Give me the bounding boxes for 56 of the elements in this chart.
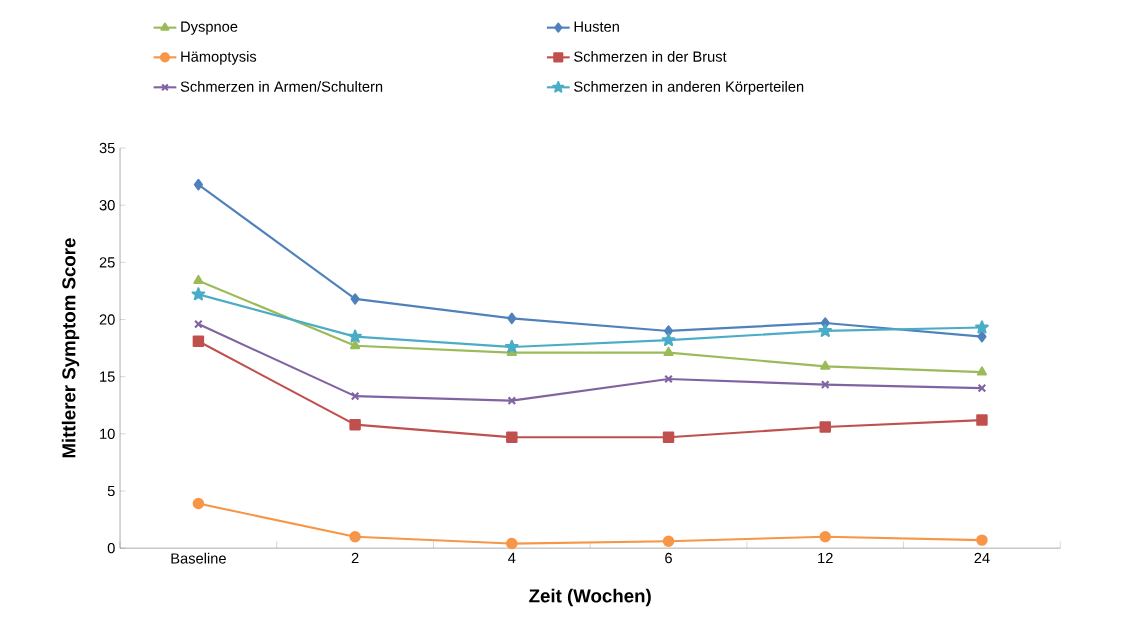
point bbox=[663, 325, 674, 337]
point bbox=[193, 179, 203, 191]
legend-label: Dyspnoe bbox=[181, 21, 238, 35]
point bbox=[350, 391, 360, 401]
point bbox=[661, 333, 676, 347]
x-tick-label: 6 bbox=[665, 553, 672, 564]
point bbox=[976, 366, 988, 376]
y-tick-label: 20 bbox=[99, 314, 115, 325]
x-tick-label: 2 bbox=[351, 553, 359, 564]
y-tick-label: 25 bbox=[99, 257, 115, 268]
point bbox=[662, 535, 675, 548]
point bbox=[192, 335, 205, 348]
point bbox=[507, 396, 517, 406]
legend-label: Schmerzen in der Brust bbox=[574, 51, 727, 63]
point bbox=[820, 380, 830, 390]
point bbox=[977, 331, 987, 343]
point bbox=[819, 421, 831, 433]
point bbox=[976, 414, 988, 427]
point bbox=[506, 538, 518, 550]
point bbox=[349, 531, 361, 543]
point bbox=[820, 360, 831, 371]
y-tick-label: 5 bbox=[107, 486, 115, 497]
point bbox=[191, 287, 206, 301]
point bbox=[664, 374, 673, 384]
legend-label: Husten bbox=[574, 21, 619, 33]
point bbox=[662, 431, 675, 444]
point bbox=[349, 340, 361, 350]
point bbox=[976, 534, 988, 547]
x-tick-label: 4 bbox=[508, 553, 516, 564]
y-tick-label: 0 bbox=[107, 543, 115, 554]
point bbox=[977, 383, 987, 393]
x-tick-label: 12 bbox=[818, 553, 833, 564]
x-axis-title: Zeit (Wochen) bbox=[529, 589, 651, 607]
y-axis-title: Mittlerer Symptom Score bbox=[61, 238, 80, 458]
point bbox=[350, 293, 360, 305]
point bbox=[193, 275, 204, 285]
legend-label: Hämoptysis bbox=[181, 51, 257, 65]
point bbox=[504, 340, 519, 354]
legend-label: Schmerzen in anderen Körperteilen bbox=[574, 81, 804, 95]
y-tick-label: 10 bbox=[100, 428, 115, 440]
y-tick-label: 30 bbox=[99, 200, 115, 211]
point bbox=[507, 312, 517, 325]
y-tick-label: 15 bbox=[100, 371, 115, 383]
x-tick-label: 24 bbox=[974, 553, 990, 564]
point bbox=[506, 431, 518, 444]
point bbox=[975, 320, 989, 334]
point bbox=[819, 531, 831, 543]
point bbox=[194, 319, 203, 329]
point bbox=[663, 347, 674, 357]
point bbox=[818, 324, 833, 338]
point bbox=[349, 419, 361, 431]
legend-label: Schmerzen in Armen/Schultern bbox=[180, 81, 383, 93]
point bbox=[192, 498, 205, 510]
point bbox=[348, 329, 362, 343]
x-tick-label: Baseline bbox=[171, 553, 226, 564]
y-tick-label: 35 bbox=[99, 143, 115, 154]
